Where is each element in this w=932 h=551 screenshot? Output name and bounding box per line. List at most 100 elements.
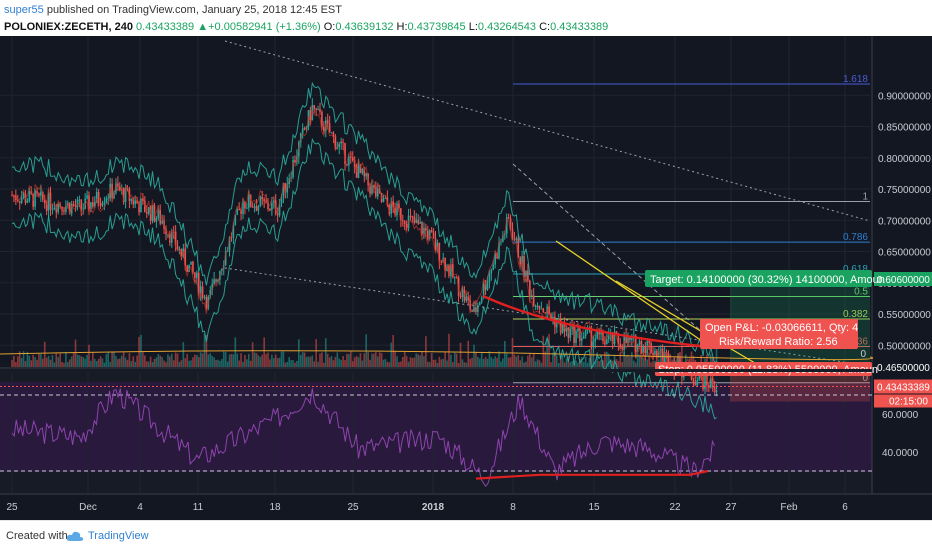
candle-body [667, 353, 670, 369]
volume-bar [240, 353, 242, 367]
pnl-line-1: Open P&L: -0.03066611, Qty: 4 [705, 322, 858, 334]
volume-bar [631, 352, 633, 367]
time-tick-label: 4 [137, 502, 143, 513]
candle-body [523, 256, 525, 277]
volume-bar [149, 356, 152, 367]
time-tick-label: 25 [347, 502, 359, 513]
volume-bar [165, 362, 167, 367]
time-tick-label: 27 [725, 502, 737, 513]
tradingview-link[interactable]: TradingView [88, 530, 149, 542]
volume-bar [95, 361, 98, 367]
rsi-tick-label: 60.0000 [882, 410, 919, 421]
candle-body [203, 296, 206, 298]
volume-bar [507, 357, 510, 367]
candle-body [234, 214, 237, 226]
countdown-label: 02:15:00 [889, 397, 928, 408]
volume-bar [519, 360, 521, 367]
volume-bar [13, 355, 15, 367]
volume-bar [321, 352, 323, 367]
volume-bar [42, 358, 44, 367]
volume-bar [269, 359, 271, 367]
candle-body [57, 203, 59, 213]
candle-body [486, 282, 489, 290]
pnl-line-2: Risk/Reward Ratio: 2.56 [719, 336, 838, 348]
candle-body [192, 261, 194, 273]
symbol-label[interactable]: POLONIEX:ZECETH, 240 [4, 21, 133, 33]
candle-body [145, 212, 148, 214]
volume-bar [271, 354, 273, 367]
volume-bar [232, 354, 235, 367]
pnl-box [700, 319, 858, 349]
volume-bar [43, 341, 46, 367]
fib-level-label: 1.618 [843, 74, 868, 85]
volume-bar [357, 357, 360, 367]
volume-bar [249, 360, 252, 367]
volume-bar [24, 361, 27, 367]
volume-bar [550, 362, 552, 367]
volume-bar [467, 340, 470, 367]
volume-bar [488, 351, 491, 367]
candle-body [571, 325, 573, 330]
change-arrow-icon: ▲ [197, 21, 209, 33]
volume-bar [475, 351, 477, 367]
volume-bar [32, 354, 34, 367]
candle-body [507, 217, 510, 219]
volume-bar [119, 358, 121, 367]
candle-body [477, 305, 479, 312]
volume-bar [157, 354, 160, 367]
candle-body [122, 188, 125, 202]
volume-bar [82, 356, 85, 367]
volume-bar [70, 356, 73, 367]
volume-bar [394, 351, 396, 367]
candle-body [396, 203, 398, 216]
volume-bar [184, 358, 187, 367]
volume-bar [280, 351, 283, 367]
volume-bar [632, 360, 635, 367]
candle-body [423, 227, 425, 235]
volume-bar [344, 360, 346, 367]
candle-body [467, 296, 470, 301]
volume-bar [455, 353, 458, 367]
volume-bar [78, 355, 81, 367]
candle-body [419, 221, 421, 224]
volume-bar [53, 362, 56, 367]
candle-body [482, 283, 485, 298]
volume-bar [197, 356, 200, 367]
volume-bar [582, 361, 585, 367]
price-tick-label: 0.50000000 [878, 341, 931, 352]
candle-body [119, 186, 121, 191]
candle-body [228, 237, 231, 251]
candle-body [88, 195, 90, 210]
volume-bar [663, 353, 666, 367]
volume-bar [502, 358, 504, 367]
volume-bar [557, 362, 560, 367]
volume-bar [350, 351, 352, 367]
candle-body [644, 346, 647, 353]
volume-bar [61, 361, 63, 367]
volume-bar [307, 356, 310, 367]
volume-bar [621, 362, 624, 367]
candle-body [488, 273, 491, 283]
candle-body [511, 228, 514, 240]
volume-bar [311, 355, 314, 367]
volume-bar [142, 352, 144, 367]
candle-body [650, 342, 652, 353]
chart-canvas[interactable]: 1.61810.7860.6180.50.3820.23600.90000000… [0, 36, 932, 520]
volume-bar [219, 360, 221, 367]
volume-bar [313, 361, 316, 367]
candle-body [176, 246, 179, 250]
volume-bar [18, 351, 21, 367]
volume-bar [226, 361, 229, 367]
candle-body [359, 164, 362, 173]
candle-body [559, 319, 562, 333]
candle-body [478, 301, 481, 306]
candle-body [661, 348, 664, 363]
close-label: C: [539, 21, 551, 33]
low-value: 0.43264543 [477, 21, 537, 33]
volume-bar [423, 356, 425, 367]
candle-body [86, 195, 88, 199]
author-link[interactable]: super55 [4, 4, 44, 16]
volume-bar [188, 360, 190, 367]
volume-bar [309, 356, 312, 367]
candle-body [240, 209, 242, 214]
